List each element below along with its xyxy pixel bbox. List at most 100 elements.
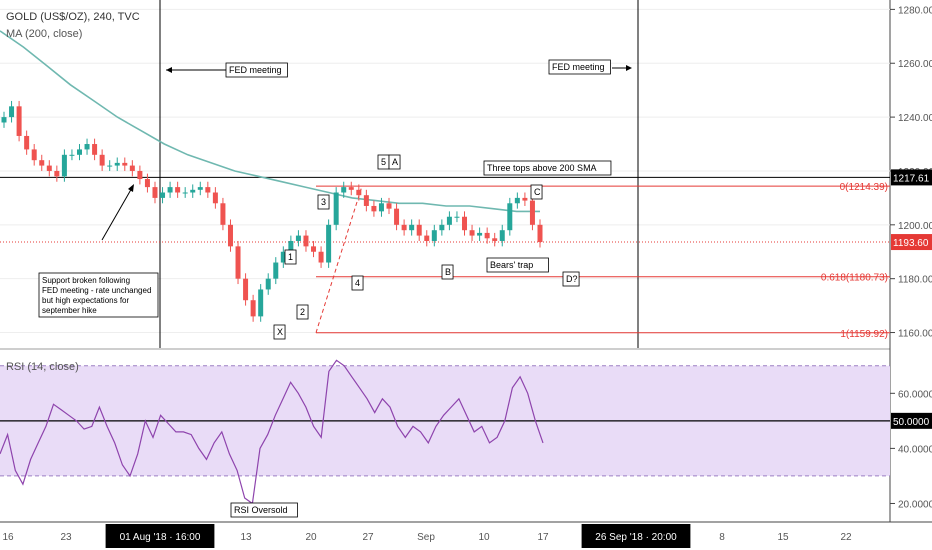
- candle-body: [16, 106, 22, 136]
- rsi-line: [0, 359, 544, 505]
- fib-level-label: 0.618(1180.73): [821, 273, 888, 284]
- ma-legend: MA (200, close): [6, 28, 82, 40]
- wave-4-label: 4: [355, 278, 360, 288]
- candle-body: [416, 224, 422, 236]
- rsi-oversold-label-box: [230, 502, 298, 518]
- candle-body: [24, 135, 30, 150]
- candle-body: [190, 189, 196, 193]
- candle-body: [220, 203, 226, 225]
- candle-body: [69, 154, 75, 156]
- candle-body: [160, 192, 166, 198]
- price-series: [1, 100, 543, 322]
- candle-body: [326, 224, 332, 263]
- time-badge: [581, 524, 691, 548]
- candle-body: [137, 170, 143, 180]
- price-tick-label: 1240.00: [898, 113, 932, 124]
- rsi-series: [0, 359, 544, 505]
- candle-body: [477, 232, 483, 236]
- price-tick-label: 1280.00: [898, 5, 932, 16]
- current-price-label: 1193.60: [893, 238, 929, 249]
- candle-body: [424, 235, 430, 241]
- rsi-legend: RSI (14, close): [6, 361, 79, 373]
- fed-right-arrowhead: [626, 65, 632, 71]
- candle-body: [99, 154, 105, 166]
- candle-body: [212, 192, 218, 204]
- current-price-badge: [891, 234, 932, 251]
- candle-body: [356, 189, 362, 196]
- fed-left-label: FED meeting: [229, 65, 282, 75]
- price-tick-label: 1160.00: [898, 329, 932, 340]
- support-note-line: Support broken following: [42, 276, 130, 285]
- rsi-tick-label: 50.0000: [893, 417, 930, 428]
- candle-body: [182, 192, 188, 194]
- candle-body: [122, 162, 128, 166]
- candle-body: [537, 224, 543, 243]
- resistance-badge: [891, 169, 932, 186]
- time-tick-label: 27: [362, 532, 374, 543]
- fib-level-label: 0(1214.39): [840, 182, 888, 193]
- time-tick-label: 20: [305, 532, 317, 543]
- support-note-line: FED meeting - rate unchanged: [42, 286, 151, 295]
- candle-body: [258, 289, 264, 317]
- candle-body: [409, 224, 415, 231]
- candle-body: [250, 300, 256, 317]
- candle-body: [469, 230, 475, 236]
- three-tops-label: Three tops above 200 SMA: [487, 163, 597, 173]
- wave-b-label-box: [441, 264, 454, 280]
- resistance-label: 1217.61: [893, 173, 930, 184]
- wave-d-label: D?: [566, 274, 578, 284]
- candle-body: [295, 235, 301, 241]
- candle-body: [92, 144, 98, 155]
- rsi-tick-label: 40.0000: [898, 444, 932, 455]
- support-note-line: but high expectations for: [42, 296, 130, 305]
- candle-body: [39, 160, 45, 166]
- candle-body: [507, 203, 513, 231]
- fed-right-label: FED meeting: [552, 62, 605, 72]
- candle-body: [439, 224, 445, 231]
- candle-body: [227, 224, 233, 247]
- wave-x-label-box: [273, 324, 286, 340]
- candle-body: [76, 149, 82, 155]
- bears-trap-label-box: [486, 257, 549, 273]
- time-badge: [105, 524, 215, 548]
- candle-body: [84, 144, 90, 150]
- candle-body: [311, 246, 317, 252]
- candle-body: [175, 187, 181, 193]
- time-tick-label: Sep: [417, 532, 435, 543]
- candle-body: [499, 230, 505, 241]
- time-tick-label: 10: [478, 532, 490, 543]
- candle-body: [341, 187, 347, 193]
- candle-body: [114, 162, 120, 166]
- candle-body: [446, 216, 452, 225]
- symbol-title: GOLD (US$/OZ), 240, TVC: [6, 11, 140, 23]
- support-arrow: [101, 185, 134, 241]
- candle-body: [1, 117, 7, 123]
- wave-5-label: 5: [381, 157, 386, 167]
- candle-body: [31, 149, 37, 161]
- rsi-tick-label: 20.0000: [898, 499, 932, 510]
- candle-body: [401, 224, 407, 231]
- wave-c-label-box: [530, 184, 543, 200]
- fed-right-label-box: [548, 59, 611, 75]
- candle-body: [333, 192, 339, 225]
- price-tick-label: 1180.00: [898, 275, 932, 286]
- time-tick-label: 26 Sep '18 · 20:00: [595, 532, 677, 543]
- rsi-axis-ticks: 20.0000 40.0000 50.0000 60.0000: [890, 389, 932, 510]
- annotations: FED meeting FED meeting Three tops above 2…: [38, 59, 632, 518]
- candle-body: [394, 208, 400, 225]
- candle-body: [273, 262, 279, 279]
- candle-body: [243, 278, 249, 301]
- price-tick-label: 1200.00: [898, 221, 932, 232]
- wave-b-label: B: [445, 267, 451, 277]
- fib-levels: 0(1214.39) 0.618(1180.73) 1(1159.92): [0, 176, 890, 340]
- time-tick-label: 01 Aug '18 · 16:00: [120, 532, 201, 543]
- rsi-oversold-label: RSI Oversold: [234, 505, 288, 515]
- time-tick-label: 8: [719, 532, 725, 543]
- bears-trap-label: Bears' trap: [490, 260, 533, 270]
- price-axis-ticks: 1160.001180.001200.001220.001240.001260.…: [890, 5, 932, 340]
- candle-body: [378, 203, 384, 212]
- candle-body: [61, 154, 67, 177]
- candle-body: [522, 197, 528, 201]
